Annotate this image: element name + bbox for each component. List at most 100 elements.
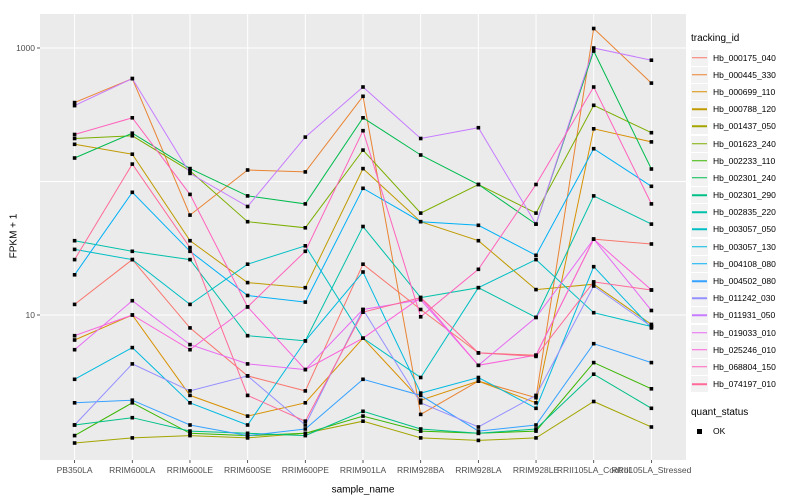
x-tick-label: PB350LA bbox=[57, 465, 93, 475]
data-point bbox=[130, 131, 135, 135]
legend-entry-label: Hb_002835_220 bbox=[713, 207, 776, 218]
data-point bbox=[361, 224, 365, 229]
data-point bbox=[591, 26, 596, 31]
data-point bbox=[245, 280, 250, 285]
data-point bbox=[534, 253, 538, 258]
data-point bbox=[72, 103, 77, 108]
data-point bbox=[534, 287, 538, 292]
data-point bbox=[130, 345, 135, 350]
data-point bbox=[72, 333, 77, 338]
data-point bbox=[188, 326, 192, 330]
data-point bbox=[72, 156, 77, 160]
data-point bbox=[418, 398, 423, 402]
data-point bbox=[245, 293, 250, 298]
legend-entry-label: Hb_000699_110 bbox=[713, 86, 776, 97]
legend-key-line-icon bbox=[691, 49, 708, 66]
legend-entry: Hb_000175_040 bbox=[691, 49, 800, 66]
data-point bbox=[130, 298, 135, 303]
data-point bbox=[72, 338, 77, 342]
data-point bbox=[130, 249, 135, 254]
data-point bbox=[418, 211, 423, 215]
data-point bbox=[188, 347, 192, 352]
legend-entry: Hb_001437_050 bbox=[691, 118, 800, 135]
legend-entry-label: Hb_000175_040 bbox=[713, 52, 776, 63]
data-point bbox=[188, 389, 192, 393]
data-point bbox=[649, 184, 654, 189]
legend-entry-label: Hb_004108_080 bbox=[713, 258, 776, 269]
legend-entry-ok: OK bbox=[691, 423, 800, 440]
data-point bbox=[245, 374, 250, 378]
data-point bbox=[361, 307, 365, 312]
legend-entry-label: Hb_011931_050 bbox=[713, 310, 776, 321]
data-point bbox=[188, 238, 192, 243]
data-point bbox=[361, 262, 365, 266]
data-point bbox=[418, 427, 423, 431]
data-point bbox=[476, 438, 481, 443]
data-point bbox=[303, 135, 308, 139]
data-point bbox=[649, 387, 654, 391]
data-point bbox=[591, 46, 596, 50]
data-point bbox=[188, 401, 192, 405]
data-point bbox=[476, 351, 481, 355]
legend-entry: Hb_019033_010 bbox=[691, 324, 800, 341]
data-point bbox=[534, 423, 538, 427]
data-point bbox=[476, 182, 481, 187]
data-point bbox=[130, 257, 135, 262]
data-point bbox=[303, 419, 308, 423]
legend-key-line-icon bbox=[691, 152, 708, 169]
x-tick-label: RRIM600PE bbox=[282, 465, 330, 475]
data-point bbox=[303, 226, 308, 230]
data-point bbox=[649, 360, 654, 365]
legend-entry: Hb_003057_130 bbox=[691, 238, 800, 255]
data-point bbox=[188, 245, 192, 250]
data-point bbox=[303, 433, 308, 438]
data-point bbox=[72, 441, 77, 445]
legend-panel: tracking_id Hb_000175_040 Hb_000445_330 Hb… bbox=[691, 33, 800, 440]
data-point bbox=[476, 223, 481, 228]
data-point bbox=[534, 406, 538, 411]
data-point bbox=[245, 194, 250, 198]
data-point bbox=[361, 409, 365, 414]
data-point bbox=[72, 347, 77, 352]
legend-key-line-icon bbox=[691, 255, 708, 272]
data-point bbox=[649, 202, 654, 206]
legend-key-line-icon bbox=[691, 273, 708, 290]
y-tick-label: 1000 bbox=[16, 43, 35, 53]
legend-key-line-icon bbox=[691, 135, 708, 152]
data-point bbox=[534, 427, 538, 431]
data-point bbox=[188, 169, 192, 173]
data-point bbox=[188, 302, 192, 307]
legend-entry: Hb_000788_120 bbox=[691, 101, 800, 118]
data-point bbox=[361, 310, 365, 314]
data-point bbox=[418, 219, 423, 224]
data-point bbox=[649, 81, 654, 85]
data-point bbox=[591, 280, 596, 284]
data-point bbox=[591, 264, 596, 269]
data-point bbox=[361, 166, 365, 171]
legend-title-quant-status: quant_status bbox=[691, 406, 749, 418]
data-point bbox=[245, 393, 250, 398]
legend-entry: Hb_004502_080 bbox=[691, 272, 800, 290]
data-point bbox=[245, 168, 250, 172]
data-point bbox=[130, 415, 135, 420]
legend-entry: Hb_002835_220 bbox=[691, 204, 800, 221]
data-point bbox=[649, 322, 654, 327]
data-point bbox=[245, 219, 250, 224]
legend-key-line-icon bbox=[691, 324, 708, 341]
x-tick-label: RRIM928LE bbox=[513, 465, 560, 475]
data-point bbox=[418, 315, 423, 319]
legend-entry-label: Hb_002301_290 bbox=[713, 190, 776, 201]
data-point bbox=[591, 310, 596, 315]
data-point bbox=[649, 167, 654, 171]
legend-key-line-icon bbox=[691, 101, 708, 118]
y-axis-title: FPKM + 1 bbox=[8, 213, 20, 259]
x-tick-label: RRIM600SE bbox=[224, 465, 272, 475]
data-point bbox=[188, 433, 192, 438]
legend-entry-label: Hb_019033_010 bbox=[713, 327, 776, 338]
data-point bbox=[476, 429, 481, 433]
data-point bbox=[534, 257, 538, 262]
data-point bbox=[72, 257, 77, 262]
data-point bbox=[361, 85, 365, 89]
